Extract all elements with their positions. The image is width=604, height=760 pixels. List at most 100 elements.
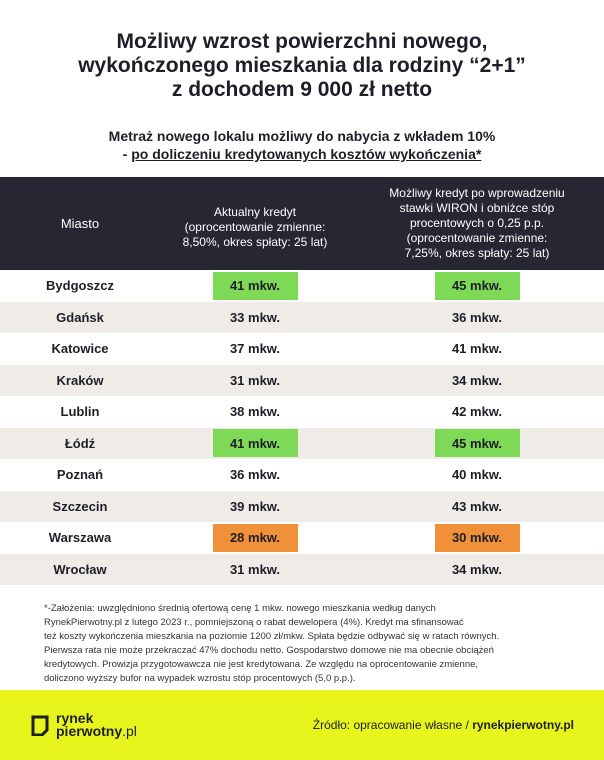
source-prefix: Źródło: opracowanie własne / [312, 718, 473, 732]
city-cell: Poznań [56, 467, 104, 483]
possible-loan-cell: 34 mkw. [350, 555, 604, 583]
possible-loan-cell: 41 mkw. [350, 335, 604, 363]
brand-logo: rynek pierwotny.pl [30, 710, 137, 739]
subtitle-prefix: - [122, 146, 132, 162]
current-loan-cell: 31 mkw. [160, 366, 350, 394]
city-cell: Szczecin [52, 498, 108, 514]
area-value: 34 mkw. [451, 372, 503, 388]
area-value: 31 mkw. [229, 561, 281, 577]
area-value: 30 mkw. [434, 523, 520, 552]
current-loan-cell: 31 mkw. [160, 555, 350, 583]
area-value: 36 mkw. [229, 467, 281, 483]
table-row: Gdańsk 33 mkw. 36 mkw. [0, 301, 604, 333]
title-line: z dochodem 9 000 zł netto [171, 78, 433, 101]
city-cell: Bydgoszcz [46, 278, 114, 294]
area-value: 45 mkw. [434, 429, 520, 458]
logo-mark-icon [31, 715, 49, 736]
table-body: Bydgoszcz 41 mkw. 45 mkw. Gdańsk 33 mkw. 36 m… [0, 270, 604, 585]
logo-word-1: rynek [56, 710, 94, 726]
city-cell: Łódź [64, 435, 96, 451]
table-row: Bydgoszcz 41 mkw. 45 mkw. [0, 270, 604, 302]
city-cell: Lublin [60, 404, 100, 420]
footnote-line: kredytowych. Prowizja przygotowawcza nie… [44, 659, 479, 670]
table-row: Poznań 36 mkw. 40 mkw. [0, 459, 604, 491]
current-loan-cell: 33 mkw. [160, 303, 350, 331]
footnote-line: też koszty wykończenia mieszkania na poz… [44, 631, 500, 642]
area-value: 43 mkw. [451, 498, 503, 514]
header-possible-loan: Możliwy kredyt po wprowadzeniu stawki WI… [350, 186, 604, 261]
possible-loan-cell: 45 mkw. [350, 429, 604, 458]
footer-bar: rynek pierwotny.pl Źródło: opracowanie w… [0, 690, 604, 760]
possible-loan-cell: 34 mkw. [350, 366, 604, 394]
city-cell: Kraków [56, 372, 104, 388]
city-cell: Katowice [51, 341, 109, 357]
header-line: 8,50%, okres spłaty: 25 lat) [182, 235, 328, 249]
area-value: 38 mkw. [229, 404, 281, 420]
area-value: 39 mkw. [229, 498, 281, 514]
city-cell: Gdańsk [56, 309, 104, 325]
possible-loan-cell: 40 mkw. [350, 461, 604, 489]
footnote-line: Pierwsza rata nie może przekraczać 47% d… [44, 645, 494, 656]
source-note: Źródło: opracowanie własne / rynekpierwo… [313, 718, 574, 732]
area-value: 42 mkw. [451, 404, 503, 420]
area-value: 37 mkw. [229, 341, 281, 357]
table-row: Kraków 31 mkw. 34 mkw. [0, 364, 604, 396]
header-line: stawki WIRON i obniżce stóp [399, 201, 555, 215]
header-line: (oprocentowanie zmienne: [406, 231, 548, 245]
logo-word-2: pierwotny [56, 723, 123, 739]
subtitle-underlined: po doliczeniu kredytowanych kosztów wyko… [131, 146, 482, 162]
possible-loan-cell: 42 mkw. [350, 398, 604, 426]
city-cell: Wrocław [53, 561, 107, 577]
possible-loan-cell: 43 mkw. [350, 492, 604, 520]
area-value: 36 mkw. [451, 309, 503, 325]
header-line: Możliwy kredyt po wprowadzeniu [389, 186, 565, 200]
header-line: (oprocentowanie zmienne: [184, 220, 326, 234]
title-line: wykończonego mieszkania dla rodziny “2+1… [78, 54, 526, 77]
header-line: Aktualny kredyt [213, 205, 297, 219]
data-table: Miasto Aktualny kredyt (oprocentowanie z… [0, 177, 604, 585]
current-loan-cell: 37 mkw. [160, 335, 350, 363]
footnote-line: *-Założenia: uwzględniono średnią oferto… [44, 603, 436, 614]
area-value: 28 mkw. [212, 523, 298, 552]
table-row: Szczecin 39 mkw. 43 mkw. [0, 490, 604, 522]
current-loan-cell: 41 mkw. [160, 271, 350, 300]
table-row: Wrocław 31 mkw. 34 mkw. [0, 553, 604, 585]
footnote-line: doliczono wyższy bufor na wypadek wzrost… [44, 673, 356, 684]
table-row: Łódź 41 mkw. 45 mkw. [0, 427, 604, 459]
possible-loan-cell: 30 mkw. [350, 523, 604, 552]
current-loan-cell: 28 mkw. [160, 523, 350, 552]
title-line: Możliwy wzrost powierzchni nowego, [116, 30, 488, 53]
footnote-line: RynekPierwotny.pl z lutego 2023 r., pomn… [44, 617, 464, 628]
current-loan-cell: 39 mkw. [160, 492, 350, 520]
current-loan-cell: 38 mkw. [160, 398, 350, 426]
current-loan-cell: 41 mkw. [160, 429, 350, 458]
table-header: Miasto Aktualny kredyt (oprocentowanie z… [0, 177, 604, 270]
city-cell: Warszawa [48, 530, 112, 546]
possible-loan-cell: 36 mkw. [350, 303, 604, 331]
header-line: 7,25%, okres spłaty: 25 lat) [404, 246, 550, 260]
area-value: 33 mkw. [229, 309, 281, 325]
logo-word-2-wrap: pierwotny.pl [56, 723, 137, 739]
current-loan-cell: 36 mkw. [160, 461, 350, 489]
table-row: Lublin 38 mkw. 42 mkw. [0, 396, 604, 428]
subtitle: Metraż nowego lokalu możliwy do nabycia … [0, 127, 604, 163]
subtitle-line-2: - po doliczeniu kredytowanych kosztów wy… [0, 145, 604, 163]
logo-suffix: .pl [122, 723, 137, 739]
area-value: 45 mkw. [434, 271, 520, 300]
logo-text: rynek pierwotny.pl [56, 710, 137, 739]
page-title: Możliwy wzrost powierzchni nowego, wykoń… [0, 30, 604, 102]
source-link[interactable]: rynekpierwotny.pl [472, 718, 574, 732]
header-current-loan: Aktualny kredyt (oprocentowanie zmienne:… [160, 197, 350, 250]
header-city: Miasto [60, 216, 100, 231]
area-value: 34 mkw. [451, 561, 503, 577]
table-row: Katowice 37 mkw. 41 mkw. [0, 333, 604, 365]
area-value: 41 mkw. [451, 341, 503, 357]
area-value: 41 mkw. [212, 429, 298, 458]
footnote: *-Założenia: uwzględniono średnią oferto… [44, 602, 584, 686]
possible-loan-cell: 45 mkw. [350, 271, 604, 300]
subtitle-line: Metraż nowego lokalu możliwy do nabycia … [108, 128, 496, 144]
area-value: 40 mkw. [451, 467, 503, 483]
area-value: 31 mkw. [229, 372, 281, 388]
header-line: procentowych o 0,25 p.p. [409, 216, 545, 230]
area-value: 41 mkw. [212, 271, 298, 300]
